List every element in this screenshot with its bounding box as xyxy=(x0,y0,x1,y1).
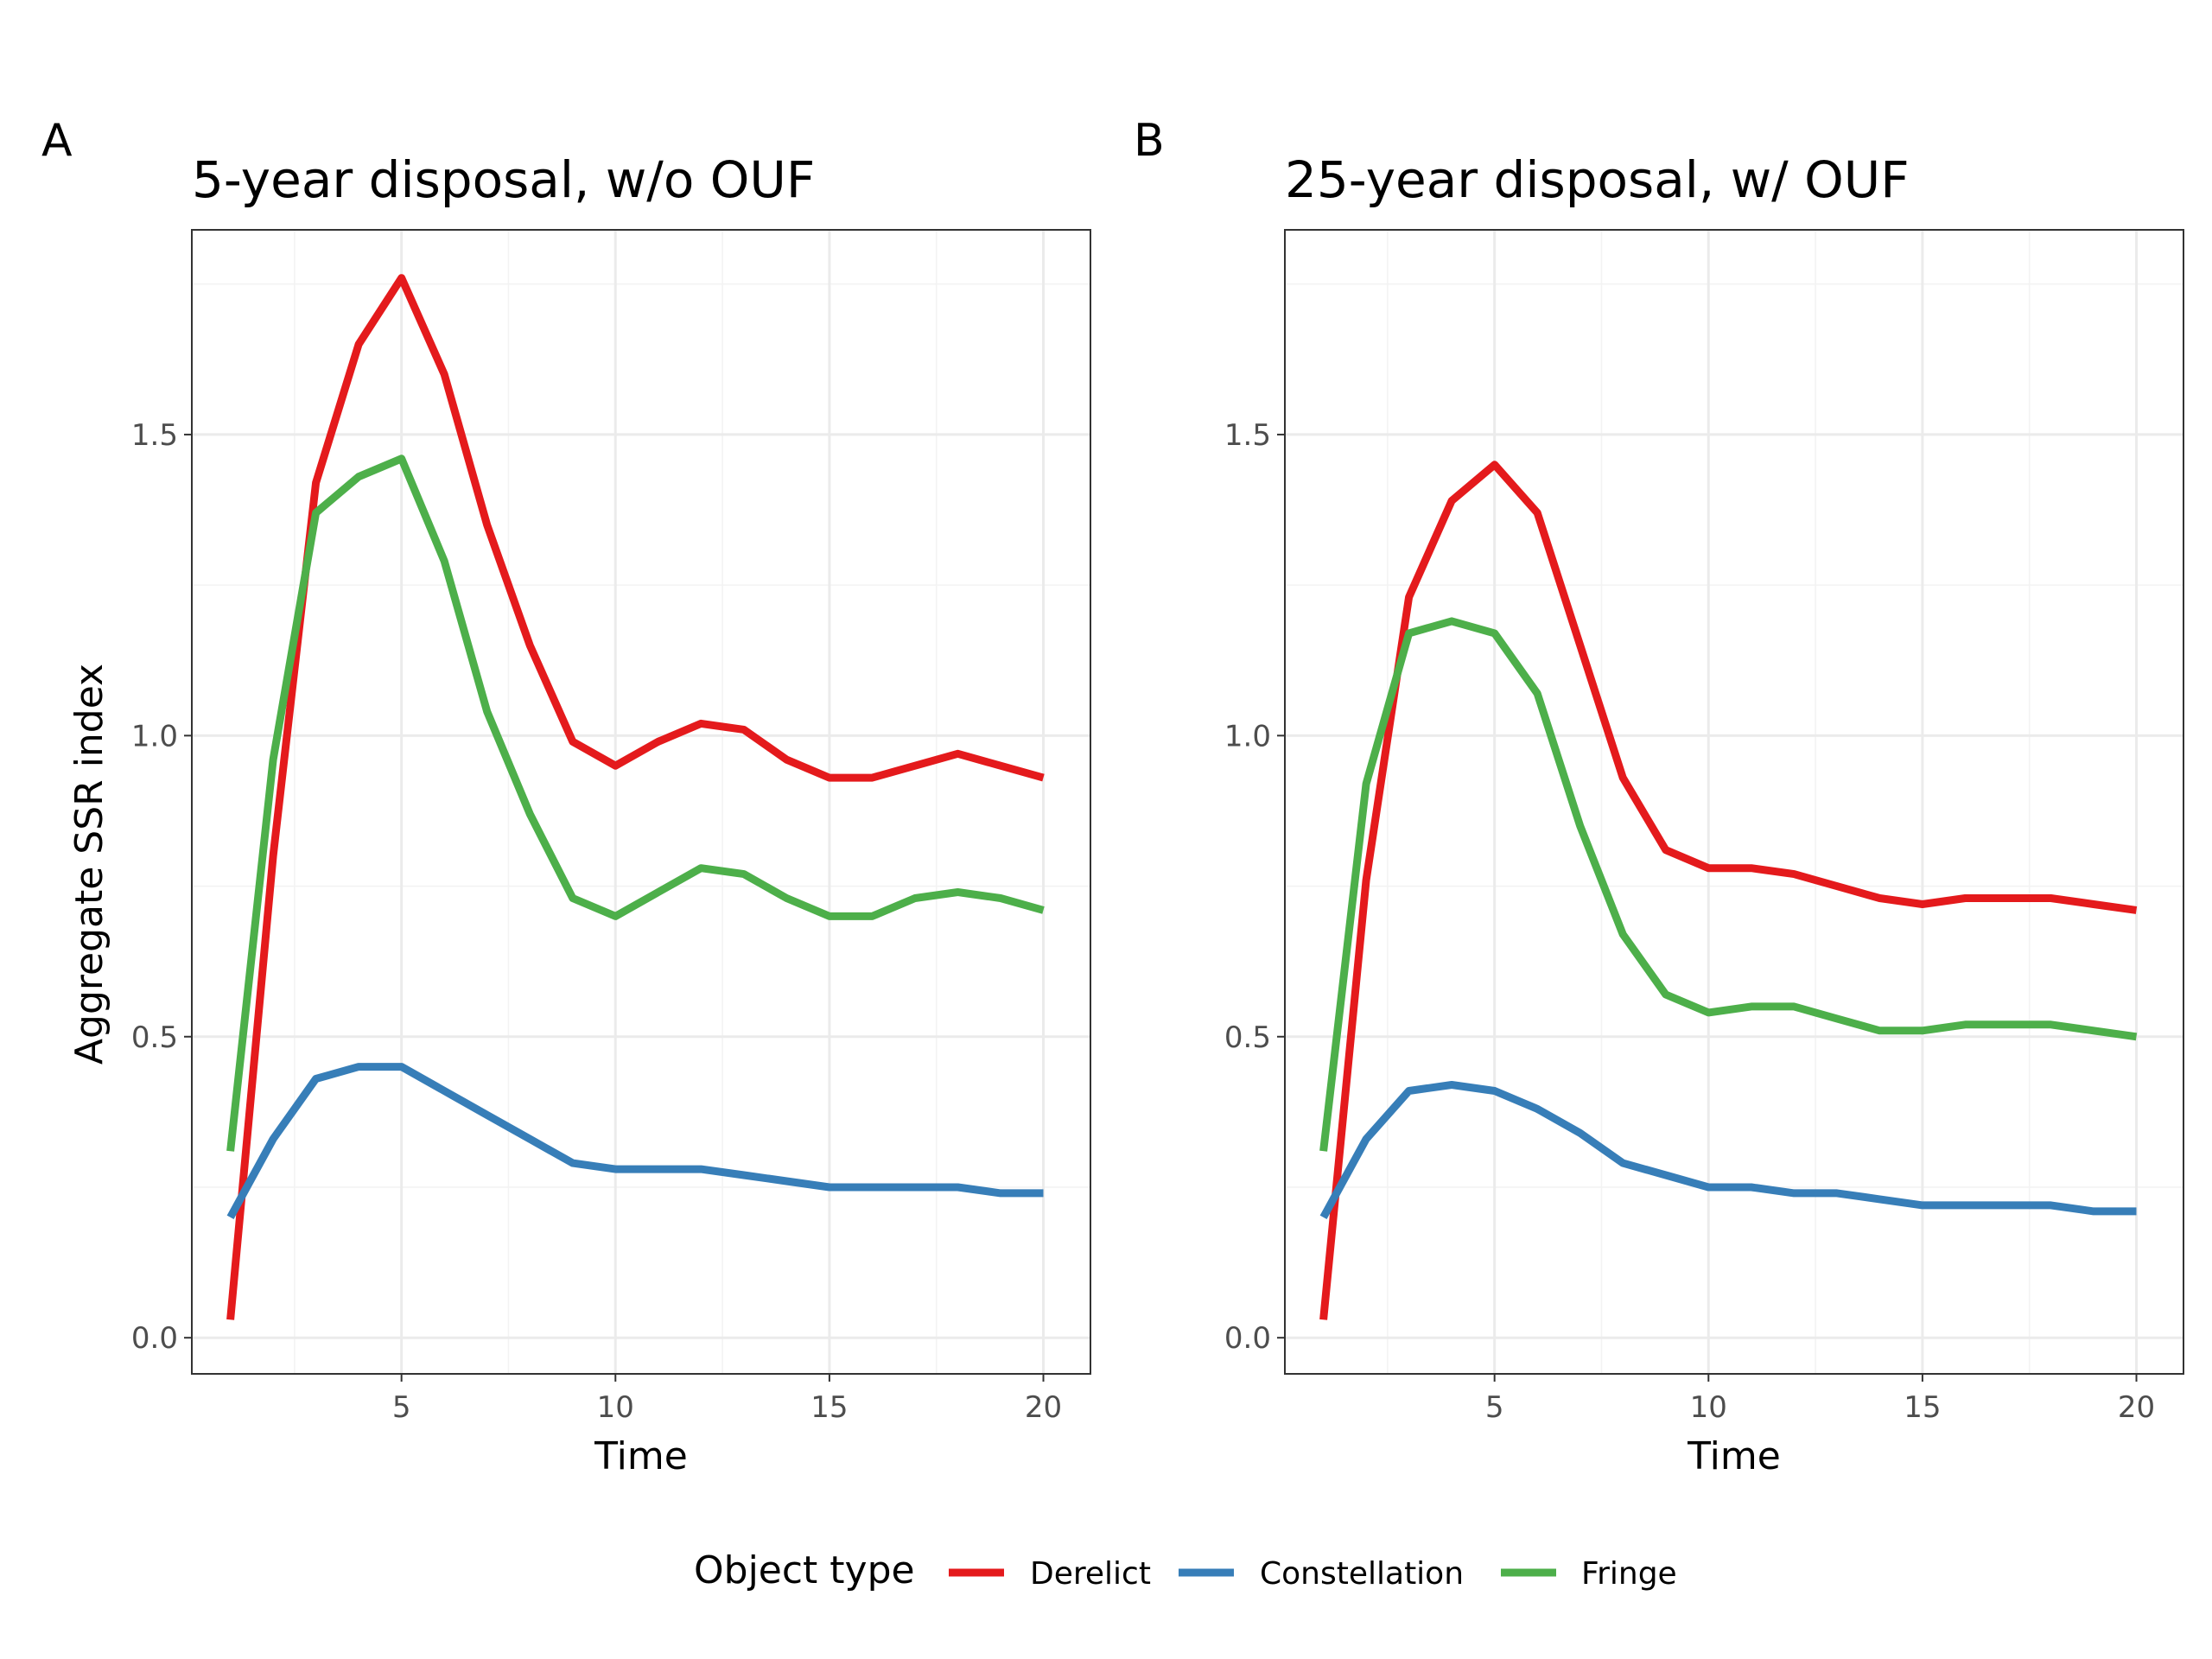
legend: Object type Derelict Constellation Fringe xyxy=(694,1548,1677,1592)
panel-b-y-tick-label-0: 0.0 xyxy=(1224,1321,1271,1356)
panel-a-x-tick-label-15: 15 xyxy=(810,1390,848,1425)
panel-b-grid xyxy=(1285,230,2183,1374)
panel-a-series xyxy=(226,274,1045,1320)
legend-item-constellation: Constellation xyxy=(1179,1556,1464,1592)
legend-items: Derelict Constellation Fringe xyxy=(949,1556,1677,1592)
panel-b-series-constellation-line xyxy=(1319,1081,2137,1219)
legend-label-fringe: Fringe xyxy=(1581,1556,1677,1592)
panel-b-x-axis: 5 10 15 20 Time xyxy=(1485,1374,2155,1478)
legend-label-constellation: Constellation xyxy=(1260,1556,1464,1592)
panel-a-series-fringe-line xyxy=(226,454,1045,1152)
panel-b-series-derelict-line xyxy=(1319,461,2138,1320)
panel-b-y-axis: 0.0 0.5 1.0 1.5 xyxy=(1224,418,1285,1356)
panel-a-y-tick-label-0: 0.0 xyxy=(131,1321,178,1356)
legend-label-derelict: Derelict xyxy=(1030,1556,1151,1592)
panel-a-x-tick-label-5: 5 xyxy=(392,1390,411,1425)
panel-b-x-tick-label-15: 15 xyxy=(1904,1390,1941,1425)
panel-b-title: 25-year disposal, w/ OUF xyxy=(1285,150,1910,209)
panel-b-x-tick-label-10: 10 xyxy=(1690,1390,1727,1425)
panel-a-border xyxy=(191,229,1091,1375)
panel-a-x-axis-title: Time xyxy=(594,1434,688,1478)
panel-a-x-tick-label-20: 20 xyxy=(1025,1390,1062,1425)
panel-b-series xyxy=(1319,461,2138,1320)
legend-item-fringe: Fringe xyxy=(1501,1556,1677,1592)
panel-a-tag: A xyxy=(41,115,73,167)
panel-b-x-tick-label-5: 5 xyxy=(1485,1390,1504,1425)
panel-a-y-tick-label-1-5: 1.5 xyxy=(131,418,178,453)
panel-a-grid xyxy=(192,230,1090,1374)
panel-a-title: 5-year disposal, w/o OUF xyxy=(192,150,815,209)
panel-a-y-axis: 0.0 0.5 1.0 1.5 xyxy=(131,418,192,1356)
panel-a-x-axis: 5 10 15 20 Time xyxy=(392,1374,1062,1478)
panel-b-x-axis-title: Time xyxy=(1687,1434,1781,1478)
legend-item-derelict: Derelict xyxy=(949,1556,1151,1592)
panel-a-series-derelict-line xyxy=(226,274,1045,1320)
panel-b-y-tick-label-1: 1.0 xyxy=(1224,719,1271,753)
panel-a-x-tick-label-10: 10 xyxy=(597,1390,634,1425)
panel-a-y-tick-label-1: 1.0 xyxy=(131,719,178,753)
panel-b-border xyxy=(1284,229,2184,1375)
panel-b-y-tick-label-0-5: 0.5 xyxy=(1224,1020,1271,1055)
panel-b-tag: B xyxy=(1134,115,1165,167)
panel-a-y-tick-label-0-5: 0.5 xyxy=(131,1020,178,1055)
panel-a-series-constellation-line xyxy=(226,1063,1044,1219)
panel-b-x-tick-label-20: 20 xyxy=(2118,1390,2155,1425)
panel-b-y-tick-label-1-5: 1.5 xyxy=(1224,418,1271,453)
legend-title: Object type xyxy=(694,1548,915,1592)
y-axis-title: Aggregate SSR index xyxy=(67,664,111,1065)
panel-b-series-fringe-line xyxy=(1319,617,2138,1152)
